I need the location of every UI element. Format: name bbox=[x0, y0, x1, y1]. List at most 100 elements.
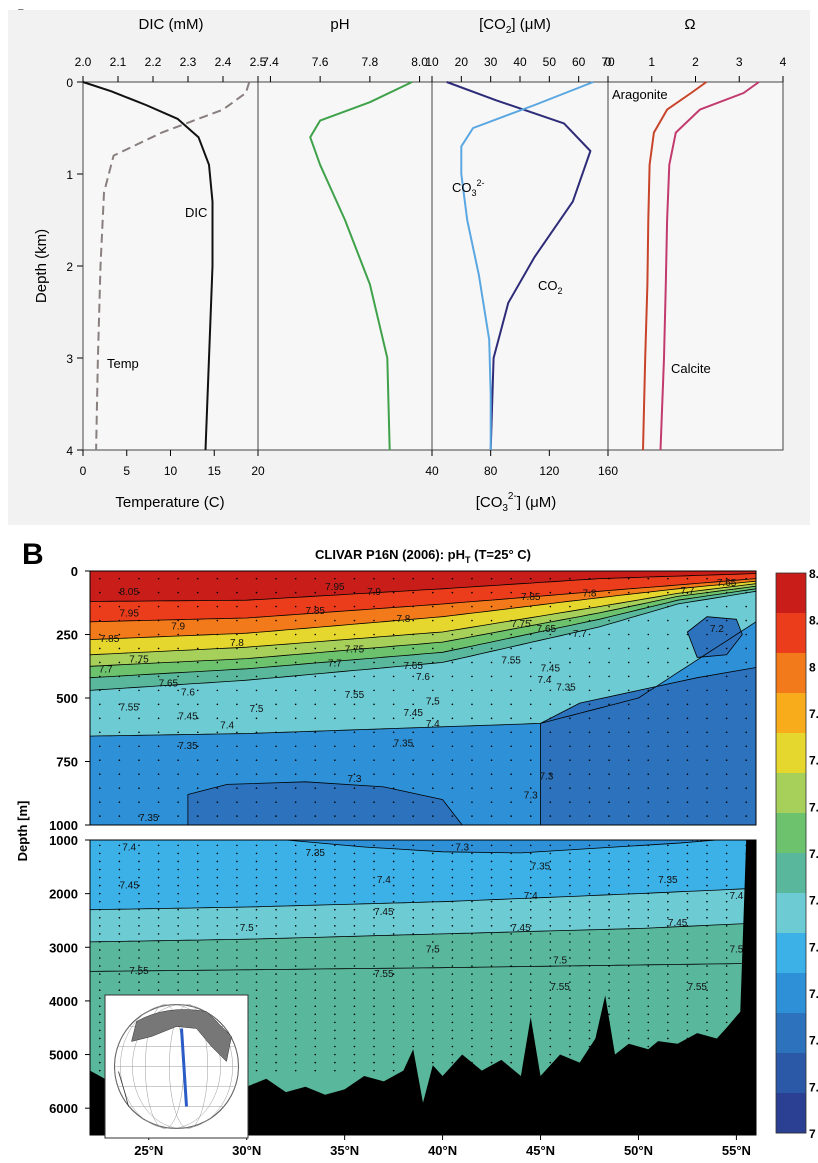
sample-dot bbox=[294, 647, 297, 650]
sample-dot bbox=[373, 1013, 375, 1016]
sample-dot bbox=[216, 892, 219, 895]
sample-dot bbox=[412, 605, 415, 608]
sample-dot bbox=[471, 689, 473, 692]
sample-dot bbox=[529, 860, 532, 863]
sample-dot bbox=[627, 925, 630, 927]
sample-dot bbox=[431, 852, 434, 855]
low-ph-patch bbox=[686, 616, 743, 658]
sample-dot bbox=[745, 591, 748, 594]
sample-dot bbox=[667, 1013, 669, 1016]
sample-dot bbox=[490, 1045, 493, 1048]
sample-dot bbox=[725, 916, 728, 919]
sample-dot bbox=[98, 675, 101, 678]
bottom-axis-tick-label: 0 bbox=[80, 464, 87, 478]
sample-dot bbox=[706, 933, 708, 935]
contour-label: 7.65 bbox=[717, 578, 737, 589]
sample-dot bbox=[314, 759, 317, 762]
sample-dot bbox=[686, 1021, 689, 1024]
contour-label: 7.4 bbox=[426, 719, 440, 730]
sample-dot bbox=[490, 1013, 493, 1016]
sample-dot bbox=[647, 852, 650, 855]
sample-dot bbox=[294, 773, 297, 775]
low-ph-patch bbox=[285, 840, 717, 854]
sample-dot bbox=[334, 1037, 336, 1040]
sample-dot bbox=[216, 815, 219, 817]
sample-dot bbox=[314, 989, 317, 991]
sample-dot bbox=[138, 989, 140, 991]
contour-label: 7.8 bbox=[583, 588, 597, 599]
latitude-tick-label: 55°N bbox=[722, 1143, 751, 1158]
sample-dot bbox=[275, 997, 277, 1000]
sample-dot bbox=[569, 949, 571, 951]
sample-dot bbox=[706, 787, 708, 789]
sample-dot bbox=[157, 989, 160, 991]
sample-dot bbox=[334, 745, 336, 748]
sample-dot bbox=[177, 933, 179, 935]
sample-dot bbox=[412, 745, 415, 748]
sample-dot bbox=[255, 647, 258, 650]
sample-dot bbox=[608, 860, 610, 863]
sample-dot bbox=[294, 844, 297, 847]
contour-label: 7.3 bbox=[524, 790, 538, 801]
sample-dot bbox=[177, 868, 179, 871]
sample-dot bbox=[686, 1029, 689, 1032]
sample-dot bbox=[392, 997, 395, 1000]
sample-dot bbox=[569, 933, 571, 935]
sample-dot bbox=[549, 787, 552, 789]
sample-dot bbox=[471, 1021, 473, 1024]
sample-dot bbox=[549, 916, 552, 919]
sample-dot bbox=[667, 941, 669, 943]
sample-dot bbox=[118, 941, 121, 943]
sample-dot bbox=[138, 900, 140, 903]
sample-dot bbox=[255, 989, 258, 991]
sample-dot bbox=[510, 605, 512, 608]
sample-dot bbox=[373, 1053, 375, 1056]
sample-dot bbox=[647, 1045, 650, 1048]
sample-dot bbox=[98, 868, 101, 871]
sample-dot bbox=[373, 997, 375, 1000]
sample-dot bbox=[608, 1005, 610, 1008]
sample-dot bbox=[706, 925, 708, 927]
sample-dot bbox=[490, 759, 493, 762]
sample-dot bbox=[294, 703, 297, 706]
sample-dot bbox=[686, 661, 689, 664]
sample-dot bbox=[647, 989, 650, 991]
sample-dot bbox=[412, 1021, 415, 1024]
sample-dot bbox=[236, 591, 238, 594]
sample-dot bbox=[490, 1021, 493, 1024]
sample-dot bbox=[588, 997, 591, 1000]
sample-dot bbox=[706, 633, 708, 636]
sample-dot bbox=[451, 1021, 454, 1024]
sample-dot bbox=[725, 973, 728, 975]
sample-dot bbox=[157, 619, 160, 622]
sample-dot bbox=[412, 675, 415, 678]
sample-dot bbox=[451, 815, 454, 817]
sample-dot bbox=[471, 1029, 473, 1032]
sample-dot bbox=[667, 815, 669, 817]
sample-dot bbox=[373, 989, 375, 991]
sample-dot bbox=[373, 933, 375, 935]
sample-dot bbox=[255, 844, 258, 847]
sample-dot bbox=[569, 908, 571, 911]
sample-dot bbox=[451, 860, 454, 863]
sample-dot bbox=[725, 787, 728, 789]
sample-dot bbox=[471, 941, 473, 943]
sample-dot bbox=[353, 759, 356, 762]
sample-dot bbox=[686, 1005, 689, 1008]
sample-dot bbox=[471, 633, 473, 636]
sample-dot bbox=[627, 868, 630, 871]
sample-dot bbox=[667, 884, 669, 887]
sample-dot bbox=[196, 884, 199, 887]
colorbar-tick-label: 8.2 bbox=[809, 567, 818, 581]
sample-dot bbox=[177, 900, 179, 903]
sample-dot bbox=[177, 965, 179, 967]
sample-dot bbox=[412, 892, 415, 895]
sample-dot bbox=[334, 997, 336, 1000]
sample-dot bbox=[392, 717, 395, 720]
sample-dot bbox=[294, 908, 297, 911]
contour-label: 7.5 bbox=[250, 704, 264, 715]
subplot-title: [CO2] (μM) bbox=[479, 16, 551, 36]
sample-dot bbox=[471, 933, 473, 935]
sample-dot bbox=[510, 973, 512, 975]
colorbar-segment bbox=[776, 973, 806, 1014]
